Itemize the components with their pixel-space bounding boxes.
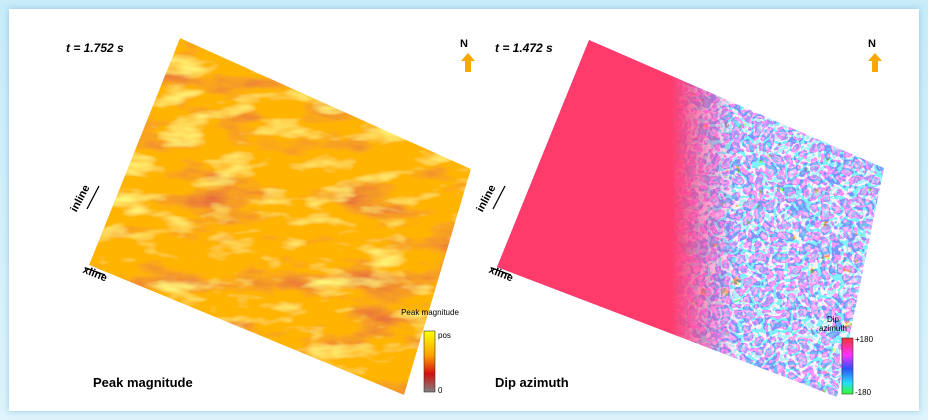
figure: t = 1.752 s N inline xline Peak magnitud…: [9, 9, 919, 411]
legend-label: -180: [855, 388, 871, 397]
caption: Dip azimuth: [495, 375, 569, 390]
dip-azimuth-map: [497, 40, 884, 397]
time-label: t = 1.472 s: [495, 41, 553, 55]
legend-title: Peak magnitude: [400, 308, 460, 317]
color-bar: [424, 331, 435, 392]
color-bar: [842, 338, 853, 394]
legend-title: Dip azimuth: [817, 315, 849, 333]
peak-magnitude-map: [89, 38, 471, 395]
maps: [9, 9, 919, 411]
legend-label: 0: [438, 386, 442, 395]
legend-label: pos: [438, 331, 451, 340]
frame: t = 1.752 s N inline xline Peak magnitud…: [0, 0, 928, 420]
north-label: N: [460, 38, 468, 50]
north-label: N: [868, 38, 876, 50]
legend-label: +180: [855, 335, 873, 344]
north-arrows: [461, 53, 882, 72]
time-label: t = 1.752 s: [66, 41, 124, 55]
caption: Peak magnitude: [93, 375, 193, 390]
